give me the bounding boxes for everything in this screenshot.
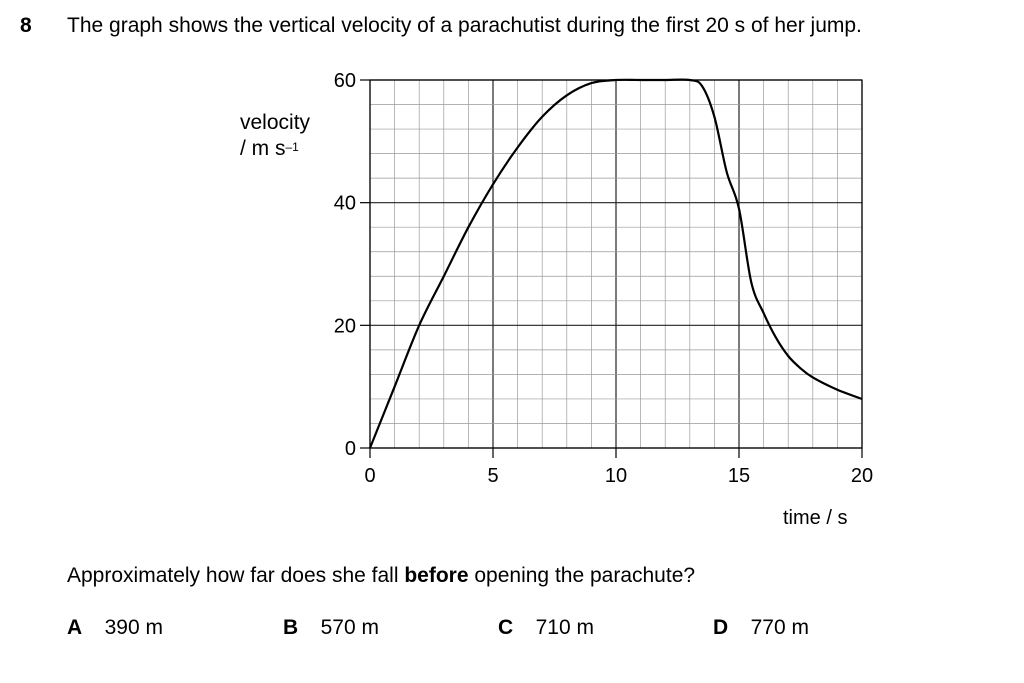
x-tick-label: 15: [728, 465, 750, 487]
y-tick-label: 40: [334, 193, 356, 215]
option-b-value: 570 m: [320, 616, 379, 639]
option-d-value: 770 m: [750, 616, 809, 639]
option-b[interactable]: B 570 m: [283, 616, 379, 640]
x-tick-label: 20: [851, 465, 873, 487]
y-axis-label-quantity: velocity: [240, 111, 311, 134]
y-tick-label: 20: [334, 315, 356, 337]
question-number: 8: [20, 14, 32, 37]
option-a-letter: A: [67, 616, 83, 639]
y-tick-label: 0: [345, 438, 356, 460]
option-d[interactable]: D 770 m: [713, 616, 809, 640]
question-prompt: Approximately how far does she fall befo…: [67, 564, 696, 587]
velocity-curve: [368, 78, 863, 449]
x-tick-label: 10: [605, 465, 627, 487]
question-text: The graph shows the vertical velocity of…: [67, 14, 862, 37]
x-tick-label: 0: [364, 465, 375, 487]
option-b-letter: B: [283, 616, 299, 639]
x-axis-label: time / s: [783, 507, 848, 529]
option-c-letter: C: [498, 616, 514, 639]
y-tick-label: 60: [334, 70, 356, 92]
option-c-value: 710 m: [535, 616, 594, 639]
y-axis-label: velocity / m s–1: [240, 110, 310, 162]
x-tick-label: 5: [487, 465, 498, 487]
emphasis-before: before: [404, 564, 469, 587]
option-c[interactable]: C 710 m: [498, 616, 594, 640]
option-d-letter: D: [713, 616, 729, 639]
y-axis-label-unit: / m s–1: [240, 137, 299, 160]
option-a-value: 390 m: [104, 616, 163, 639]
option-a[interactable]: A 390 m: [67, 616, 163, 640]
